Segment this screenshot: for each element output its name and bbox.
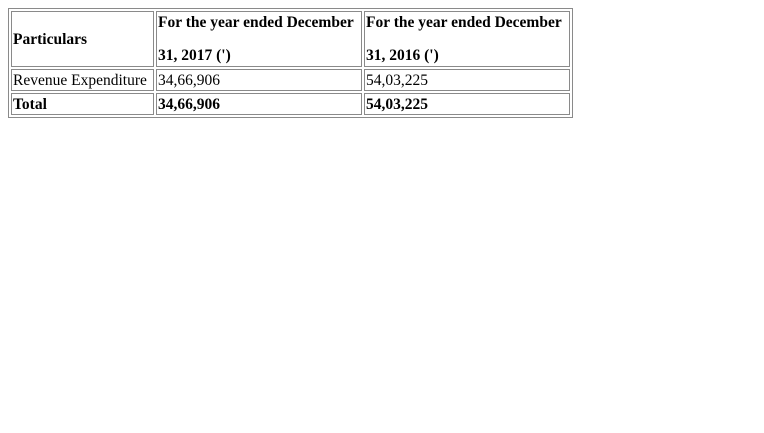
row-value-2017: 34,66,906 [156, 69, 362, 91]
row-particulars: Revenue Expenditure [11, 69, 154, 91]
header-2016-line1: For the year ended December [366, 14, 562, 31]
total-value-2016: 54,03,225 [364, 93, 570, 115]
header-2016-line2: 31, 2016 (') [366, 47, 439, 64]
expenditure-table: Particulars For the year ended December … [8, 8, 573, 118]
header-2017-line1: For the year ended December [158, 14, 354, 31]
header-year-2017: For the year ended December 31, 2017 (') [156, 11, 362, 67]
header-2017-line2: 31, 2017 (') [158, 47, 231, 64]
header-year-2016: For the year ended December 31, 2016 (') [364, 11, 570, 67]
row-value-2016: 54,03,225 [364, 69, 570, 91]
header-row: Particulars For the year ended December … [11, 11, 570, 67]
header-particulars: Particulars [11, 11, 154, 67]
total-value-2017: 34,66,906 [156, 93, 362, 115]
total-label: Total [11, 93, 154, 115]
table-row: Revenue Expenditure 34,66,906 54,03,225 [11, 69, 570, 91]
total-row: Total 34,66,906 54,03,225 [11, 93, 570, 115]
